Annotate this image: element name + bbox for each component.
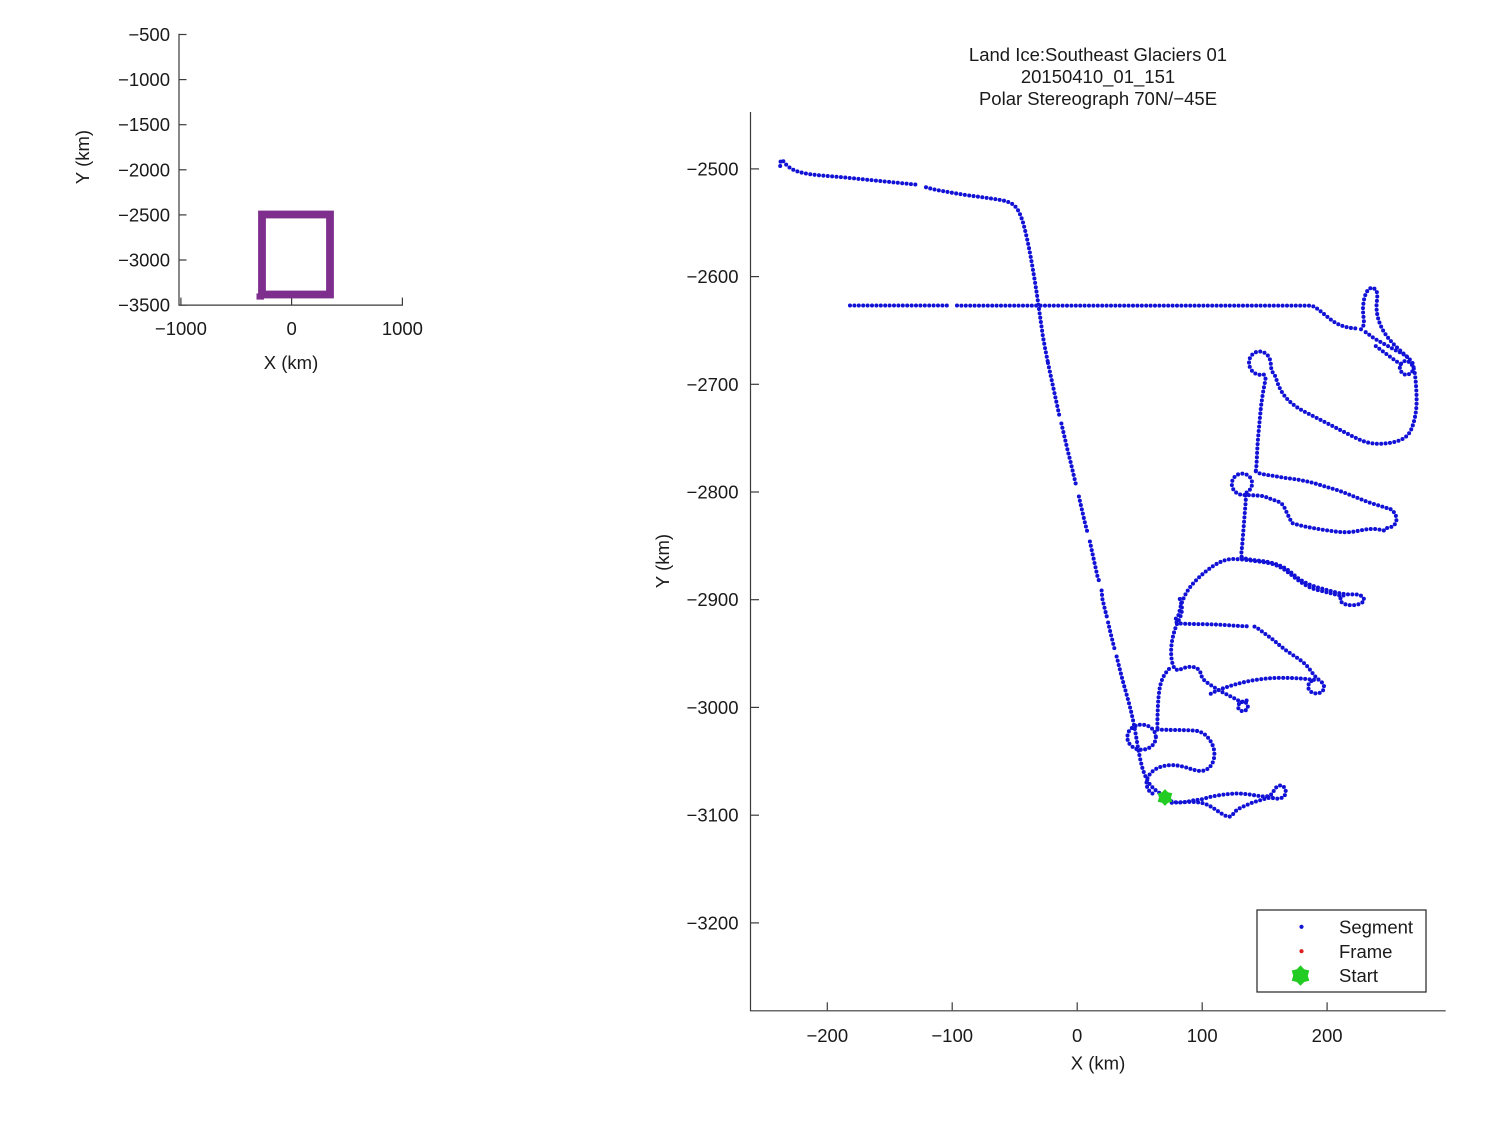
svg-text:1000: 1000 bbox=[382, 318, 423, 339]
svg-text:−2800: −2800 bbox=[687, 482, 739, 503]
svg-text:Y (km): Y (km) bbox=[72, 130, 93, 184]
svg-text:X (km): X (km) bbox=[1071, 1053, 1125, 1074]
svg-text:−2900: −2900 bbox=[687, 589, 739, 610]
svg-text:20150410_01_151: 20150410_01_151 bbox=[1021, 66, 1175, 88]
svg-text:−100: −100 bbox=[931, 1025, 973, 1046]
svg-text:−1500: −1500 bbox=[118, 114, 170, 135]
svg-text:0: 0 bbox=[286, 318, 296, 339]
svg-text:0: 0 bbox=[1072, 1025, 1082, 1046]
svg-text:−2000: −2000 bbox=[118, 159, 170, 180]
svg-text:−2600: −2600 bbox=[687, 266, 739, 287]
svg-text:−500: −500 bbox=[128, 24, 170, 45]
svg-text:−2500: −2500 bbox=[687, 158, 739, 179]
svg-text:−3500: −3500 bbox=[118, 295, 170, 316]
svg-text:−1000: −1000 bbox=[118, 69, 170, 90]
svg-text:−1000: −1000 bbox=[155, 318, 207, 339]
svg-text:Polar Stereograph 70N/−45E: Polar Stereograph 70N/−45E bbox=[979, 88, 1217, 109]
svg-text:X (km): X (km) bbox=[264, 352, 318, 373]
svg-text:200: 200 bbox=[1312, 1025, 1343, 1046]
svg-text:Y (km): Y (km) bbox=[652, 534, 673, 588]
svg-text:Land Ice:Southeast Glaciers 01: Land Ice:Southeast Glaciers 01 bbox=[969, 44, 1227, 65]
svg-text:−2500: −2500 bbox=[118, 204, 170, 225]
svg-text:−2700: −2700 bbox=[687, 374, 739, 395]
svg-text:Start: Start bbox=[1339, 965, 1378, 986]
svg-text:100: 100 bbox=[1187, 1025, 1218, 1046]
svg-text:Segment: Segment bbox=[1339, 917, 1413, 938]
svg-text:−3000: −3000 bbox=[118, 250, 170, 271]
svg-text:−200: −200 bbox=[806, 1025, 848, 1046]
svg-text:−3100: −3100 bbox=[687, 805, 739, 826]
svg-text:Frame: Frame bbox=[1339, 941, 1392, 962]
svg-text:−3200: −3200 bbox=[687, 912, 739, 933]
svg-text:−3000: −3000 bbox=[687, 697, 739, 718]
